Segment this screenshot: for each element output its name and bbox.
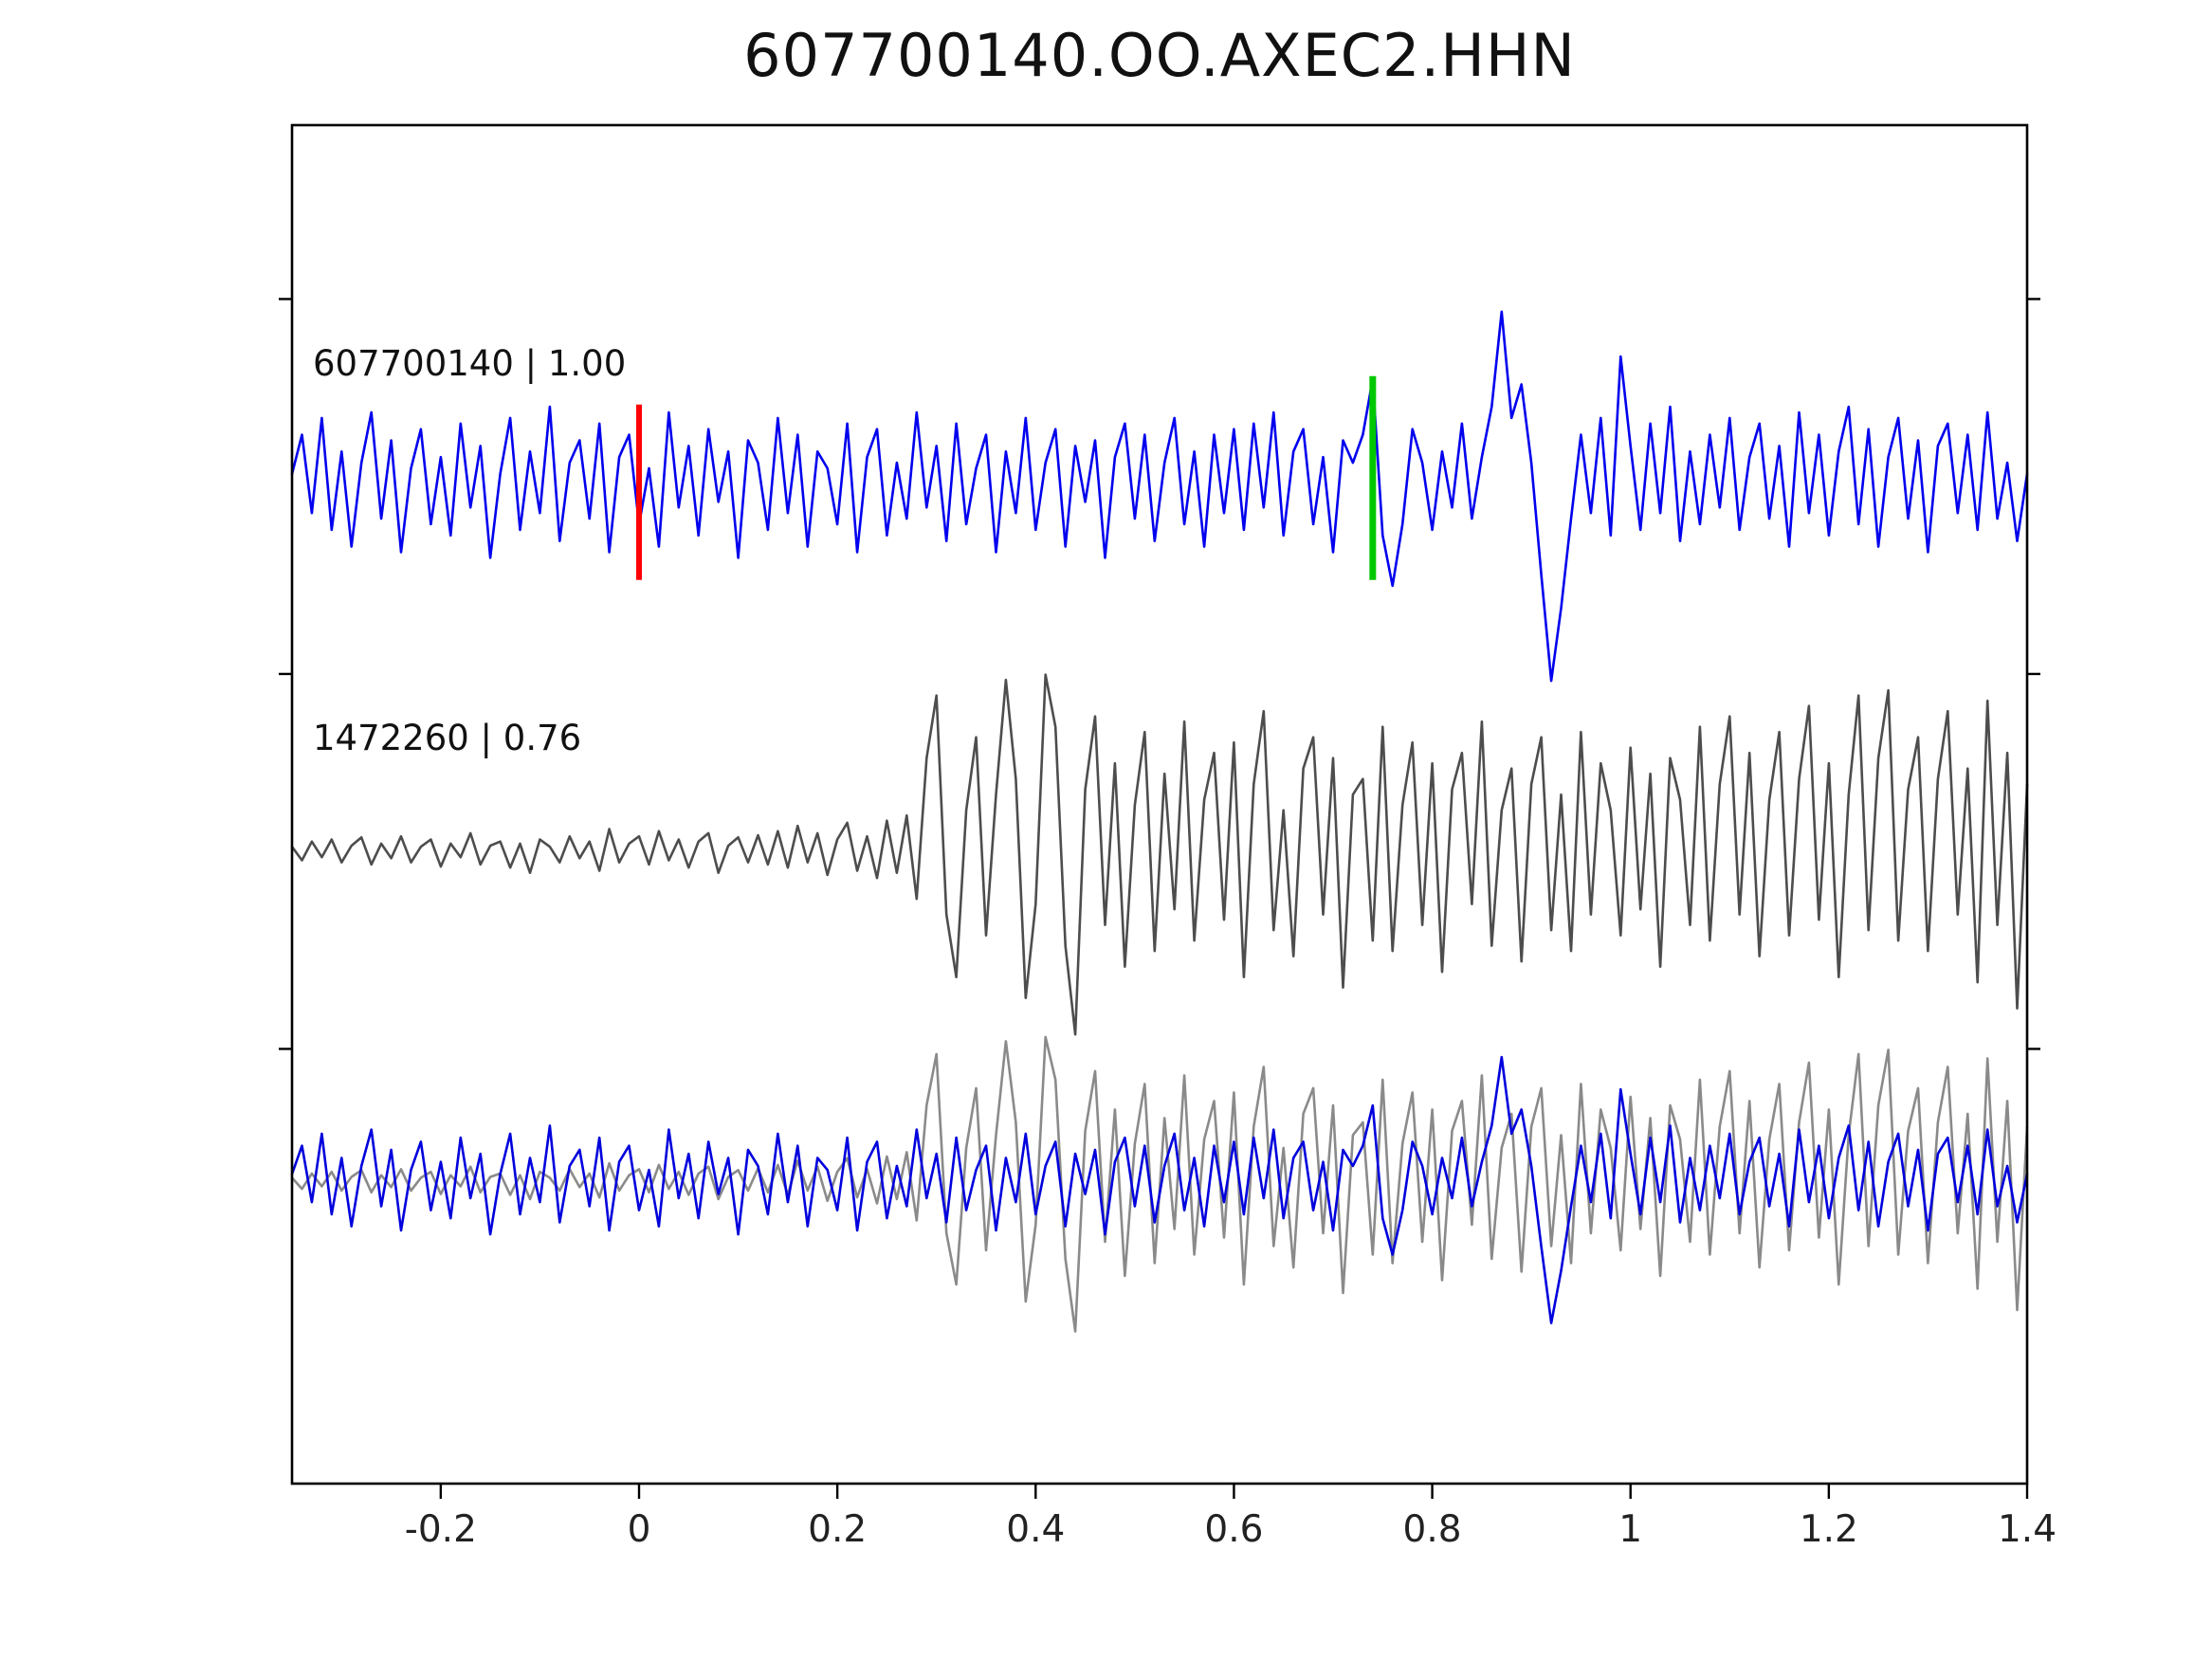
waveform-detection xyxy=(290,310,2029,683)
x-tick-label: 0.6 xyxy=(1204,1508,1264,1551)
waveform-overlay-detection xyxy=(290,1055,2029,1324)
x-tick-label: 1.2 xyxy=(1799,1508,1858,1551)
waveform-template xyxy=(290,673,2029,1036)
x-tick-label: 1.4 xyxy=(1997,1508,2057,1551)
x-tick-label: 0.8 xyxy=(1402,1508,1462,1551)
x-tick-label: 0.2 xyxy=(808,1508,868,1551)
chart-title: 607700140.OO.AXEC2.HHN xyxy=(743,21,1576,90)
x-tick-label: 0.4 xyxy=(1006,1508,1066,1551)
trace-label-detection: 607700140 | 1.00 xyxy=(313,342,627,384)
x-tick-label: 0 xyxy=(627,1508,651,1551)
chart-frame xyxy=(290,123,2029,1486)
x-tick-label: -0.2 xyxy=(404,1508,477,1551)
x-tick-label: 1 xyxy=(1618,1508,1643,1551)
trace-label-template: 1472260 | 0.76 xyxy=(313,717,582,758)
